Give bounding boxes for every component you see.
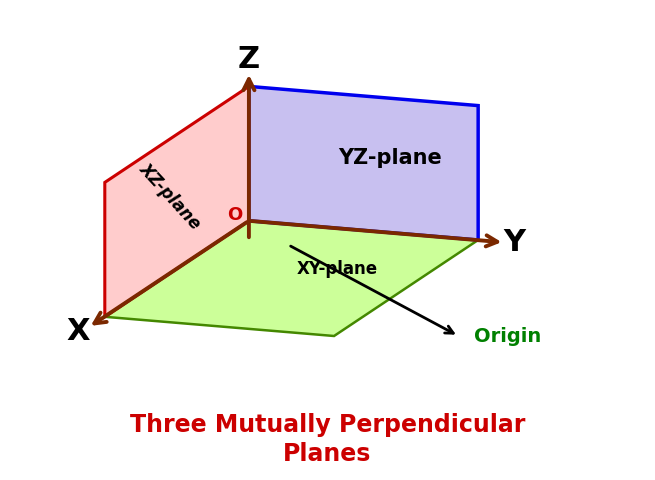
- Text: Three Mutually Perpendicular: Three Mutually Perpendicular: [130, 413, 525, 437]
- Text: Origin: Origin: [474, 326, 541, 346]
- Polygon shape: [105, 221, 478, 336]
- Text: Y: Y: [503, 228, 525, 257]
- Text: XY-plane: XY-plane: [297, 260, 378, 278]
- Text: XZ-plane: XZ-plane: [136, 160, 205, 233]
- Polygon shape: [249, 86, 478, 240]
- Text: O: O: [227, 206, 242, 224]
- Text: X: X: [67, 317, 90, 346]
- Polygon shape: [105, 86, 249, 317]
- Text: Z: Z: [238, 46, 260, 74]
- Text: YZ-plane: YZ-plane: [338, 148, 441, 168]
- Text: Planes: Planes: [284, 442, 371, 466]
